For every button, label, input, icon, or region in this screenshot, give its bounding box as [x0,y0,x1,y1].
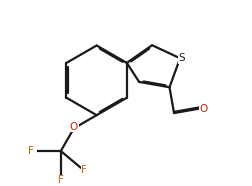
Text: O: O [199,104,207,113]
Text: F: F [81,165,87,175]
Text: F: F [28,146,34,156]
Text: S: S [178,53,184,63]
Text: O: O [70,122,78,132]
Text: F: F [58,175,64,185]
